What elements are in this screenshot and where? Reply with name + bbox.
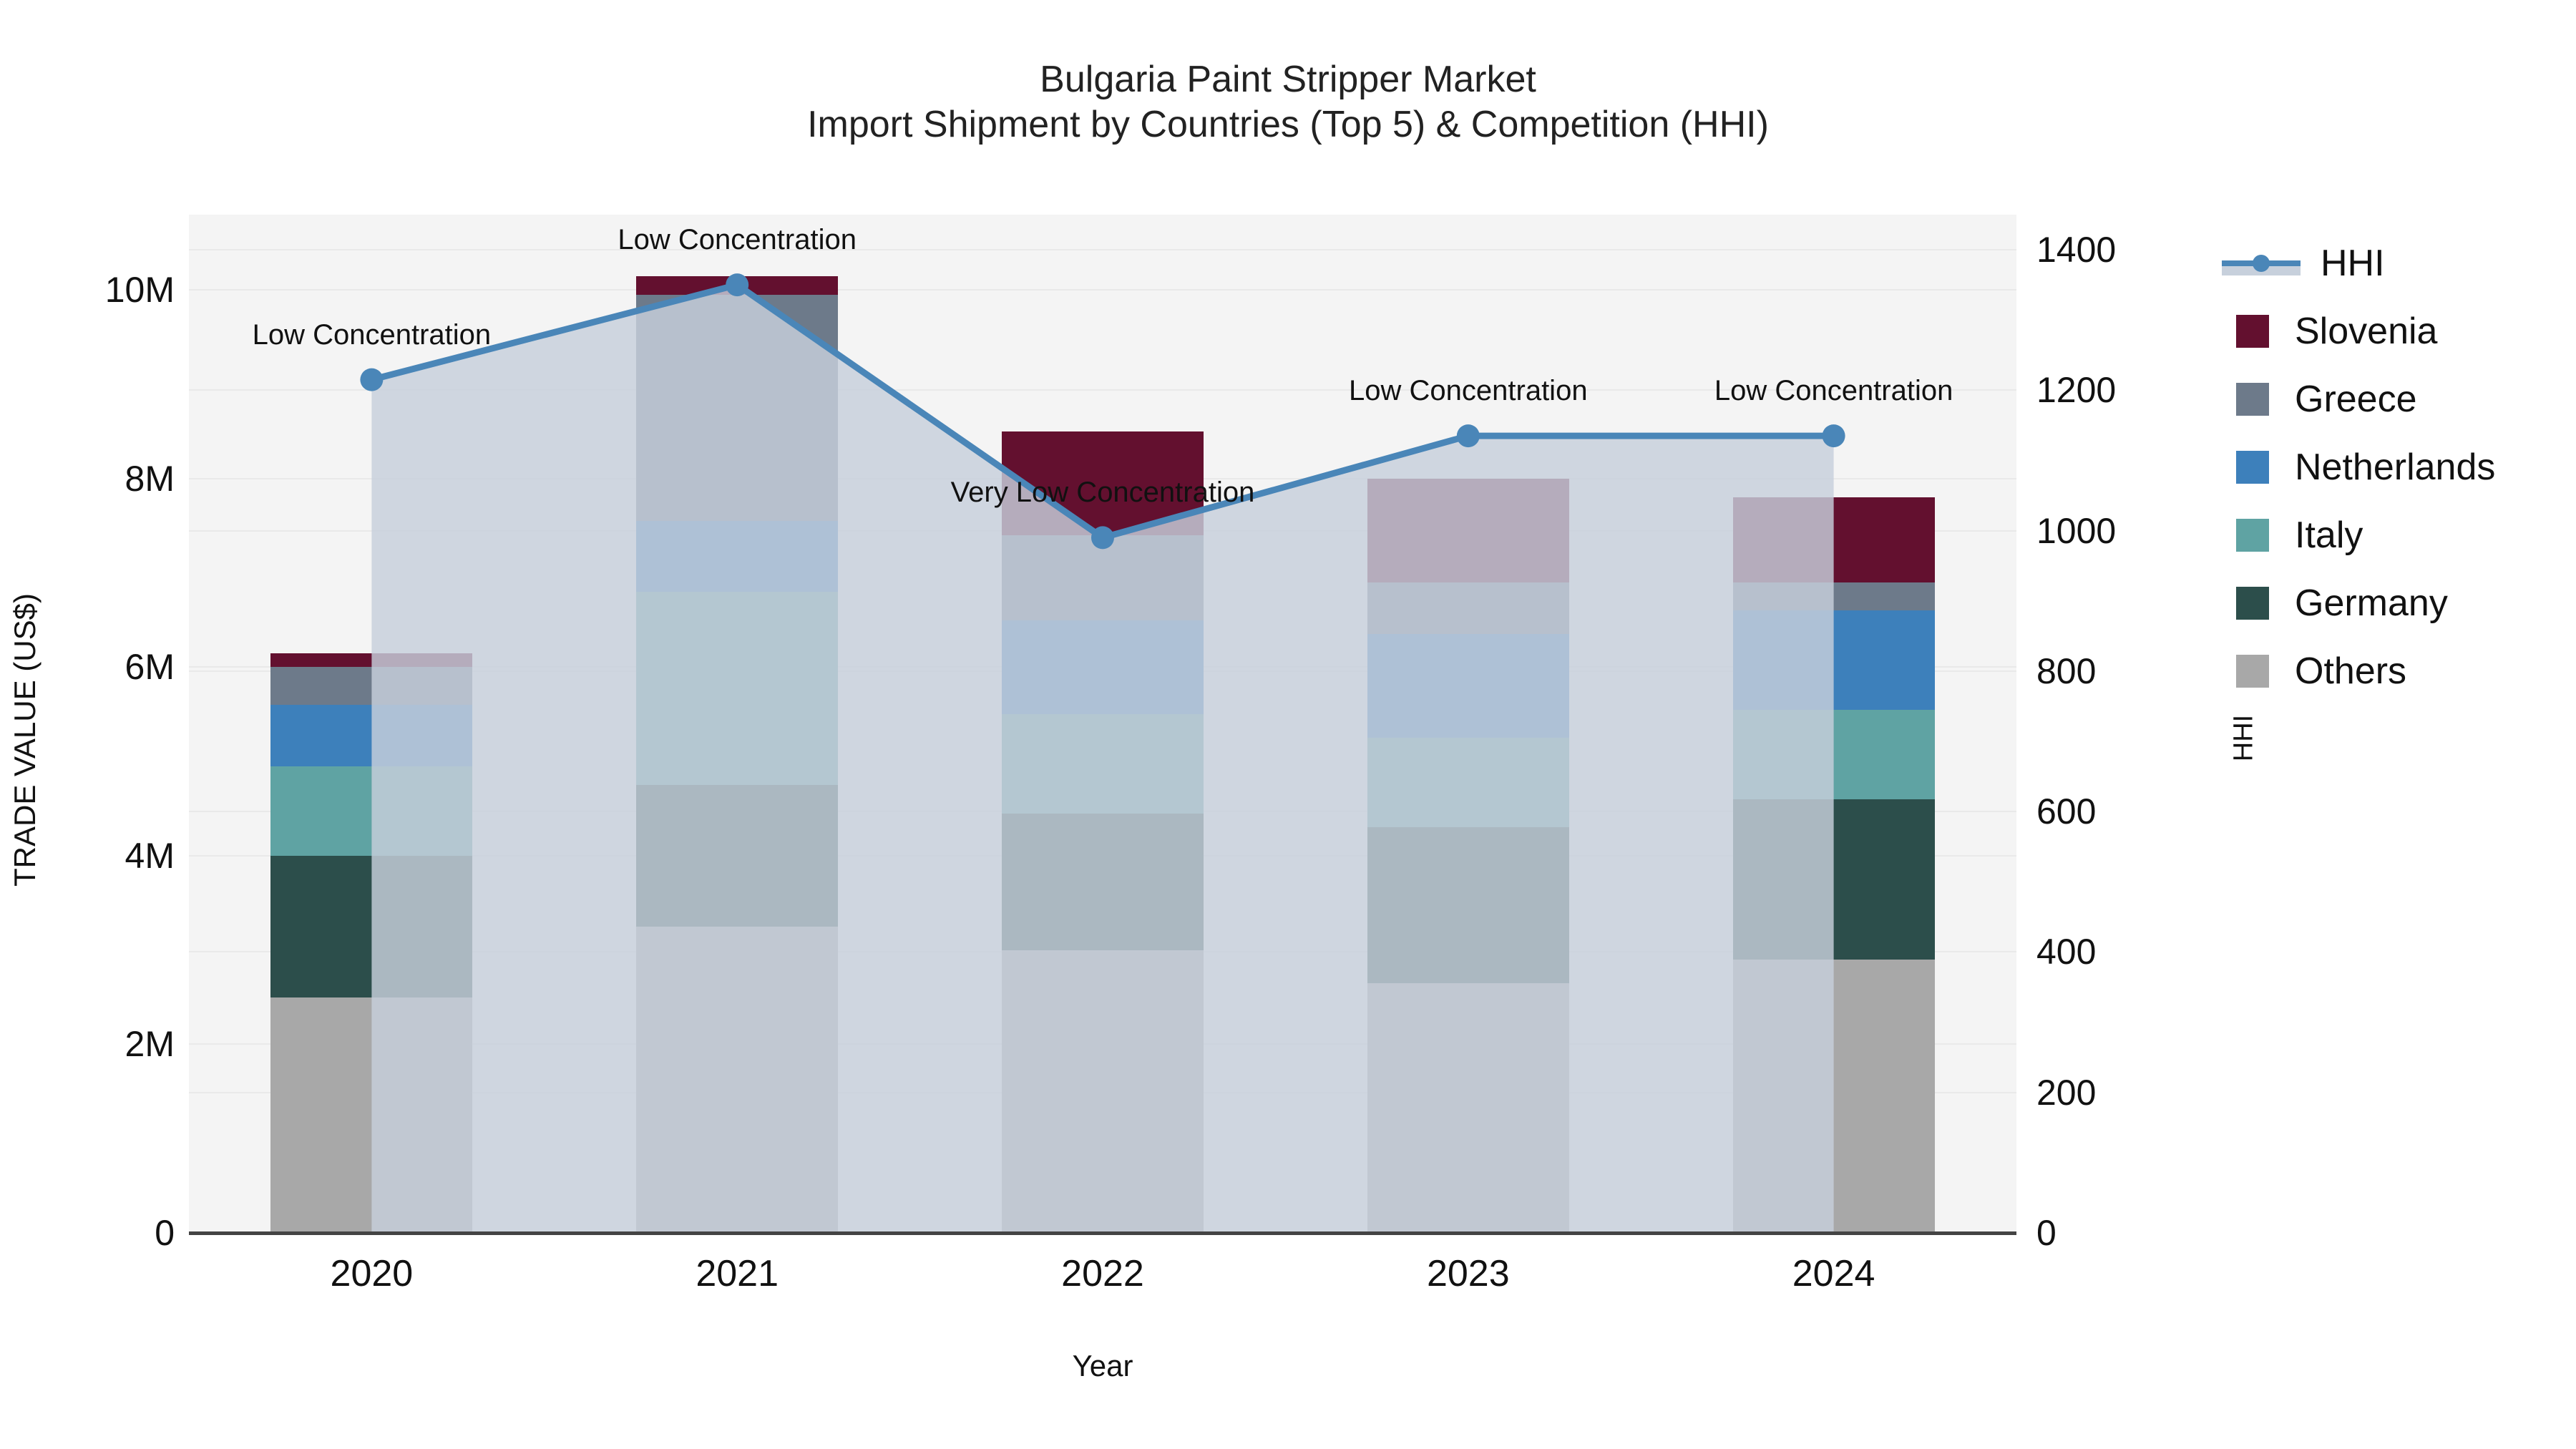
y-tick-right-200: 200: [2036, 1072, 2097, 1113]
x-tick-2023: 2023: [1426, 1253, 1510, 1294]
legend-item-netherlands[interactable]: Netherlands: [2222, 433, 2565, 501]
legend-swatch-greece: [2236, 382, 2269, 416]
chart-title-line-1: Bulgaria Paint Stripper Market: [1040, 59, 1536, 100]
legend-swatch-italy: [2236, 518, 2269, 552]
legend-item-italy[interactable]: Italy: [2222, 501, 2565, 569]
x-tick-2022: 2022: [1061, 1253, 1144, 1294]
legend-swatch-others: [2236, 654, 2269, 688]
gridline: [189, 289, 2016, 291]
chart-legend: HHI Slovenia Greece Netherlands Italy Germany…: [2222, 229, 2565, 705]
y-tick-left-6M: 6M: [125, 647, 175, 688]
hhi-marker-2020[interactable]: [360, 368, 384, 391]
hhi-marker-2022[interactable]: [1091, 526, 1114, 550]
legend-label-netherlands: Netherlands: [2295, 446, 2496, 488]
annotation-2022: Very Low Concentration: [950, 477, 1255, 509]
legend-label-germany: Germany: [2295, 582, 2448, 624]
gridline: [189, 389, 2016, 391]
y-tick-right-600: 600: [2036, 791, 2097, 832]
legend-marker-icon: [2253, 254, 2270, 272]
y-axis-left-title: TRADE VALUE (US$): [8, 593, 42, 887]
y-tick-left-2M: 2M: [125, 1024, 175, 1065]
hhi-area-fill: [371, 285, 1834, 1233]
legend-item-slovenia[interactable]: Slovenia: [2222, 297, 2565, 365]
y-tick-right-1400: 1400: [2036, 230, 2117, 270]
annotation-2024: Low Concentration: [1714, 375, 1953, 407]
legend-line-icon: [2222, 247, 2301, 280]
legend-swatch-slovenia: [2236, 314, 2269, 348]
hhi-series: [360, 273, 1845, 1233]
x-axis-title: Year: [1072, 1349, 1133, 1382]
legend-swatch-germany: [2236, 586, 2269, 620]
legend-item-others[interactable]: Others: [2222, 637, 2565, 705]
x-tick-2024: 2024: [1792, 1253, 1875, 1294]
x-axis-line: [189, 1231, 2016, 1235]
chart-title: Bulgaria Paint Stripper Market Import Sh…: [0, 57, 2576, 148]
hhi-marker-2024[interactable]: [1822, 424, 1845, 448]
legend-swatch-netherlands: [2236, 450, 2269, 484]
hhi-marker-2021[interactable]: [726, 273, 749, 297]
legend-item-germany[interactable]: Germany: [2222, 569, 2565, 637]
legend-item-hhi[interactable]: HHI: [2222, 229, 2565, 297]
annotation-2023: Low Concentration: [1349, 375, 1588, 407]
gridline: [189, 249, 2016, 251]
y-tick-right-1200: 1200: [2036, 370, 2117, 411]
y-tick-left-10M: 10M: [104, 270, 175, 311]
y-tick-right-800: 800: [2036, 650, 2097, 691]
y-tick-left-4M: 4M: [125, 835, 175, 876]
y-tick-left-0: 0: [155, 1213, 175, 1253]
legend-label-italy: Italy: [2295, 514, 2363, 556]
x-tick-2020: 2020: [330, 1253, 414, 1294]
legend-label-hhi: HHI: [2321, 242, 2385, 284]
hhi-markers: [360, 273, 1845, 550]
legend-label-others: Others: [2295, 650, 2407, 692]
plot-area: [189, 215, 2016, 1233]
hhi-marker-2023[interactable]: [1456, 424, 1480, 448]
annotation-2021: Low Concentration: [618, 224, 857, 256]
plot-clip: [189, 215, 2016, 1233]
legend-item-greece[interactable]: Greece: [2222, 365, 2565, 433]
annotation-2020: Low Concentration: [252, 318, 492, 351]
legend-label-slovenia: Slovenia: [2295, 310, 2438, 352]
y-tick-right-400: 400: [2036, 932, 2097, 972]
y-tick-right-0: 0: [2036, 1213, 2057, 1253]
y-tick-right-1000: 1000: [2036, 510, 2117, 551]
legend-label-greece: Greece: [2295, 378, 2417, 420]
y-tick-left-8M: 8M: [125, 458, 175, 499]
x-tick-2021: 2021: [696, 1253, 779, 1294]
chart-title-line-2: Import Shipment by Countries (Top 5) & C…: [807, 104, 1769, 146]
